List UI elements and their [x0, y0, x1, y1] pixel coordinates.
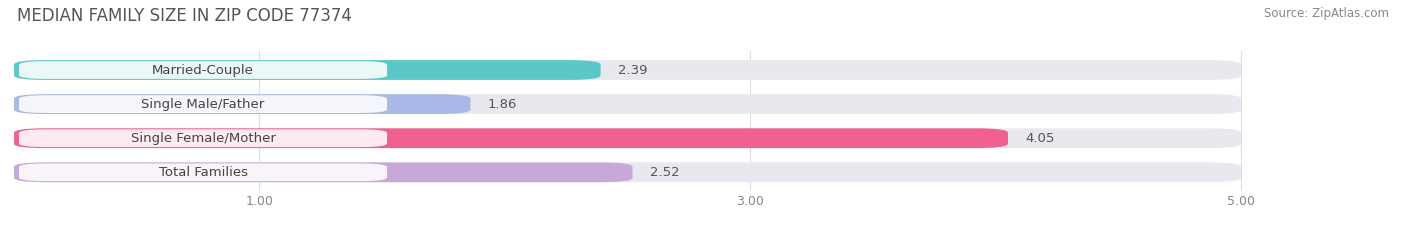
FancyBboxPatch shape — [14, 60, 1241, 80]
FancyBboxPatch shape — [14, 162, 1241, 182]
FancyBboxPatch shape — [18, 61, 387, 79]
FancyBboxPatch shape — [14, 128, 1241, 148]
Text: Total Families: Total Families — [159, 166, 247, 179]
Text: 2.52: 2.52 — [650, 166, 679, 179]
FancyBboxPatch shape — [14, 128, 1008, 148]
FancyBboxPatch shape — [18, 95, 387, 113]
Text: 1.86: 1.86 — [488, 98, 517, 111]
Text: Single Male/Father: Single Male/Father — [142, 98, 264, 111]
Text: Married-Couple: Married-Couple — [152, 64, 254, 76]
Text: MEDIAN FAMILY SIZE IN ZIP CODE 77374: MEDIAN FAMILY SIZE IN ZIP CODE 77374 — [17, 7, 352, 25]
FancyBboxPatch shape — [14, 94, 471, 114]
Text: Single Female/Mother: Single Female/Mother — [131, 132, 276, 145]
FancyBboxPatch shape — [18, 163, 387, 181]
FancyBboxPatch shape — [14, 162, 633, 182]
Text: 2.39: 2.39 — [617, 64, 647, 76]
FancyBboxPatch shape — [18, 129, 387, 147]
FancyBboxPatch shape — [14, 94, 1241, 114]
Text: 4.05: 4.05 — [1025, 132, 1054, 145]
FancyBboxPatch shape — [14, 60, 600, 80]
Text: Source: ZipAtlas.com: Source: ZipAtlas.com — [1264, 7, 1389, 20]
